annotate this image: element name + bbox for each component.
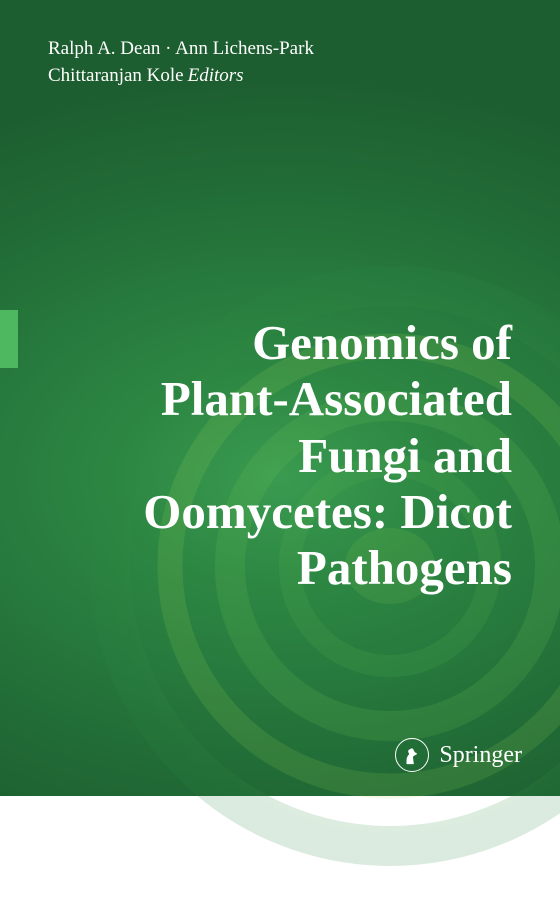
springer-horse-icon: [395, 738, 429, 772]
editor-name-3: Chittaranjan Kole: [48, 65, 184, 86]
book-cover: Ralph A. Dean · Ann Lichens-Park Chittar…: [0, 0, 560, 796]
editors-line-2: Chittaranjan KoleEditors: [48, 63, 512, 90]
editors-block: Ralph A. Dean · Ann Lichens-Park Chittar…: [48, 36, 512, 89]
book-title: Genomics of Plant-Associated Fungi and O…: [0, 315, 512, 597]
title-line-2: Plant-Associated: [60, 371, 512, 427]
publisher-block: Springer: [395, 738, 522, 772]
title-line-3: Fungi and: [60, 428, 512, 484]
editors-label: Editors: [188, 65, 244, 86]
title-line-1: Genomics of: [60, 315, 512, 371]
title-line-4: Oomycetes: Dicot: [60, 484, 512, 540]
editors-line-1: Ralph A. Dean · Ann Lichens-Park: [48, 36, 512, 63]
title-line-5: Pathogens: [60, 540, 512, 596]
publisher-name: Springer: [439, 742, 522, 769]
